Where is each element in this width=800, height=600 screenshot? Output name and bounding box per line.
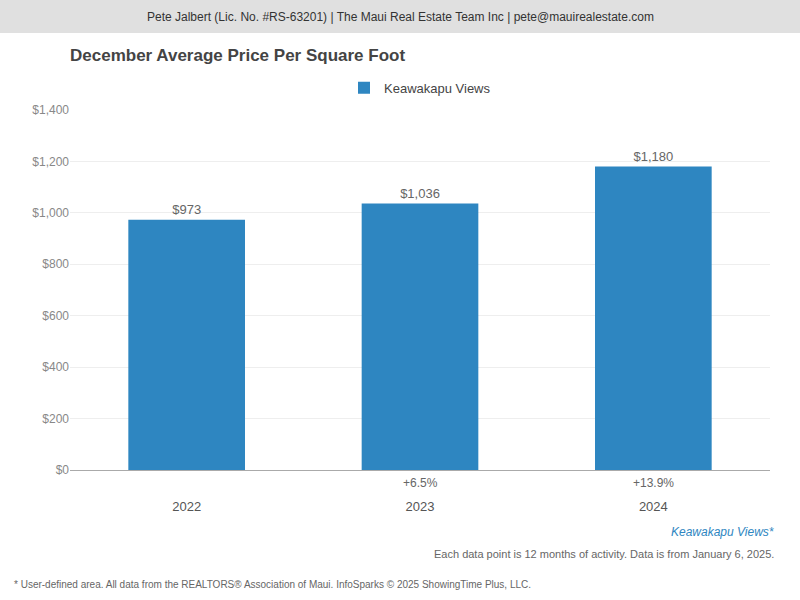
svg-text:2022: 2022: [172, 499, 201, 514]
svg-text:Each data point is 12 months o: Each data point is 12 months of activity…: [434, 548, 774, 560]
svg-text:Keawakapu Views*: Keawakapu Views*: [671, 525, 774, 539]
svg-text:$1,000: $1,000: [32, 206, 69, 220]
svg-text:$1,400: $1,400: [32, 103, 69, 117]
svg-text:+13.9%: +13.9%: [633, 476, 674, 490]
svg-text:Pete Jalbert (Lic. No. #RS-632: Pete Jalbert (Lic. No. #RS-63201) | The …: [147, 10, 654, 24]
svg-text:2024: 2024: [639, 499, 668, 514]
svg-text:* User-defined area. All data: * User-defined area. All data from the R…: [14, 579, 531, 590]
svg-text:$600: $600: [42, 309, 69, 323]
svg-text:2023: 2023: [406, 499, 435, 514]
svg-text:December Average Price Per Squ: December Average Price Per Square Foot: [70, 46, 405, 65]
svg-text:+6.5%: +6.5%: [403, 476, 438, 490]
svg-text:$1,036: $1,036: [400, 186, 440, 201]
svg-text:$1,200: $1,200: [32, 155, 69, 169]
svg-text:$200: $200: [42, 412, 69, 426]
svg-text:$400: $400: [42, 360, 69, 374]
svg-text:Keawakapu Views: Keawakapu Views: [384, 81, 490, 96]
svg-text:$973: $973: [172, 202, 201, 217]
svg-text:$1,180: $1,180: [633, 149, 673, 164]
svg-text:$0: $0: [56, 463, 70, 477]
svg-text:$800: $800: [42, 257, 69, 271]
